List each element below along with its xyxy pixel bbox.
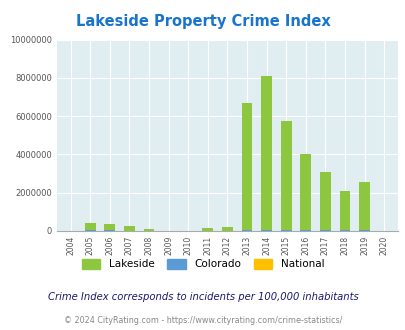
- Bar: [241, 230, 252, 231]
- Bar: [300, 230, 310, 231]
- Bar: [241, 103, 252, 231]
- Text: Lakeside Property Crime Index: Lakeside Property Crime Index: [75, 14, 330, 29]
- Bar: [319, 172, 330, 231]
- Bar: [104, 224, 115, 231]
- Bar: [280, 230, 291, 231]
- Bar: [339, 230, 350, 231]
- Bar: [124, 226, 134, 231]
- Bar: [104, 230, 115, 231]
- Text: © 2024 CityRating.com - https://www.cityrating.com/crime-statistics/: © 2024 CityRating.com - https://www.city…: [64, 316, 341, 325]
- Bar: [358, 182, 369, 231]
- Bar: [300, 154, 310, 231]
- Bar: [202, 228, 213, 231]
- Bar: [280, 121, 291, 231]
- Bar: [339, 191, 350, 231]
- Bar: [85, 223, 95, 231]
- Bar: [222, 227, 232, 231]
- Text: Crime Index corresponds to incidents per 100,000 inhabitants: Crime Index corresponds to incidents per…: [47, 292, 358, 302]
- Bar: [260, 230, 271, 231]
- Bar: [358, 230, 369, 231]
- Legend: Lakeside, Colorado, National: Lakeside, Colorado, National: [77, 255, 328, 274]
- Bar: [143, 229, 154, 231]
- Bar: [85, 230, 95, 231]
- Bar: [319, 230, 330, 231]
- Bar: [260, 76, 271, 231]
